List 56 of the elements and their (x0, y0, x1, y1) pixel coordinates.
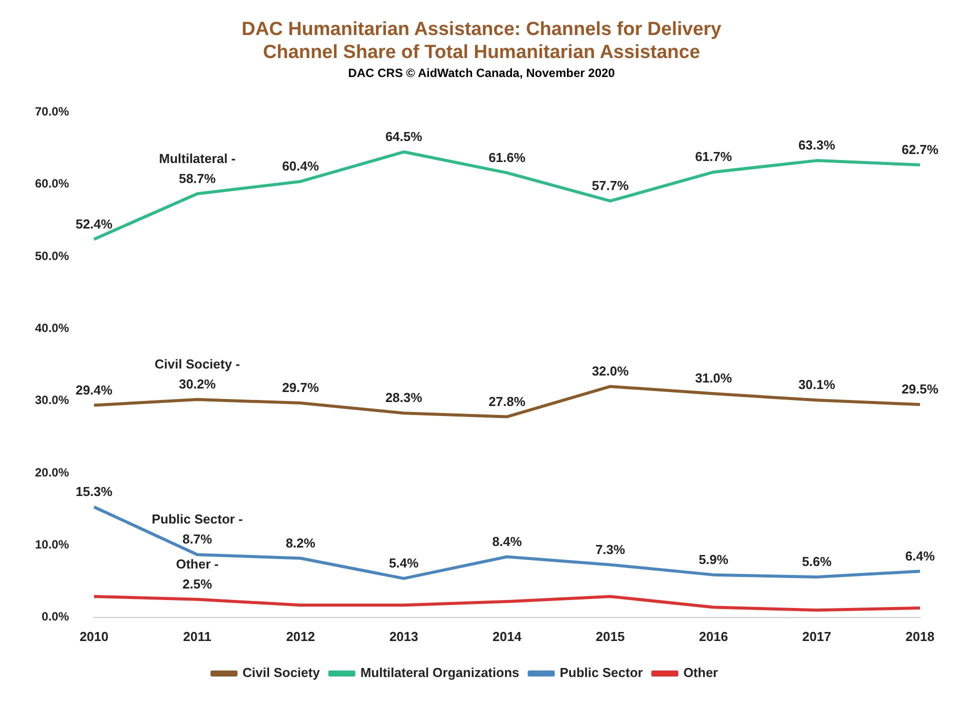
x-tick-label: 2013 (389, 628, 418, 644)
y-tick-label: 40.0% (34, 321, 70, 336)
data-label: 5.4% (388, 556, 420, 571)
x-tick-label: 2015 (596, 628, 625, 644)
data-label: 6.4% (905, 548, 936, 564)
x-tick-label: 2012 (286, 628, 315, 644)
data-label: 15.3% (76, 484, 113, 500)
data-label: 29.5% (902, 382, 939, 397)
data-label: 58.7% (178, 170, 216, 186)
text: DAC CRS © AidWatch Canada, November 2020 (347, 66, 616, 80)
data-label: 52.4% (76, 216, 113, 232)
annotation: Multilateral - (158, 150, 236, 166)
y-tick-label: 30.0% (34, 393, 70, 408)
data-label: 2.5% (182, 576, 213, 592)
x-tick-label: 2010 (80, 628, 108, 644)
data-label: 64.5% (385, 128, 423, 144)
data-label: 5.6% (802, 554, 832, 570)
data-label: 29.7% (282, 380, 320, 396)
x-tick-label: 2011 (183, 628, 212, 644)
y-tick-label: 20.0% (34, 465, 70, 480)
data-label: 62.7% (902, 142, 939, 157)
legend-label: Multilateral Organizations (360, 665, 520, 680)
annotation: Civil Society - (154, 356, 240, 372)
data-label: 8.4% (492, 534, 522, 549)
data-label: 32.0% (592, 364, 630, 379)
x-tick-label: 2018 (906, 628, 934, 644)
data-label: 60.4% (282, 158, 320, 174)
x-tick-label: 2017 (802, 628, 832, 644)
data-label: 8.7% (182, 532, 213, 547)
data-label: 7.3% (595, 542, 626, 557)
y-tick-label: 60.0% (34, 176, 70, 191)
data-label: 28.3% (385, 390, 423, 406)
annotation: Other - (176, 556, 219, 572)
x-tick-label: 2016 (699, 628, 728, 644)
y-tick-label: 70.0% (34, 104, 70, 119)
annotation: Public Sector - (152, 512, 243, 527)
x-tick-label: 2014 (492, 628, 522, 644)
y-tick-label: 50.0% (34, 248, 70, 263)
data-label: 8.2% (286, 535, 316, 550)
data-label: 63.3% (798, 138, 836, 153)
chart-title: DAC Humanitarian Assistance: Channels for Delivery (240, 18, 722, 41)
chart-subtitle: Channel Share of Total Humanitarian Assistance (262, 41, 702, 64)
data-label: 30.2% (178, 376, 216, 392)
data-label: 61.6% (488, 150, 526, 165)
y-tick-label: 10.0% (34, 538, 70, 552)
legend-label: Public Sector (560, 665, 643, 680)
data-label: 61.7% (695, 149, 732, 164)
data-label: 31.0% (695, 370, 732, 386)
data-label: 57.7% (592, 178, 630, 194)
legend-label: Other (683, 665, 718, 680)
data-label: 29.4% (76, 382, 113, 398)
data-label: 30.1% (798, 377, 836, 392)
legend-label: Civil Society (242, 665, 321, 680)
y-tick-label: 0.0% (42, 610, 70, 624)
data-label: 27.8% (488, 394, 526, 409)
data-label: 5.9% (698, 552, 729, 567)
